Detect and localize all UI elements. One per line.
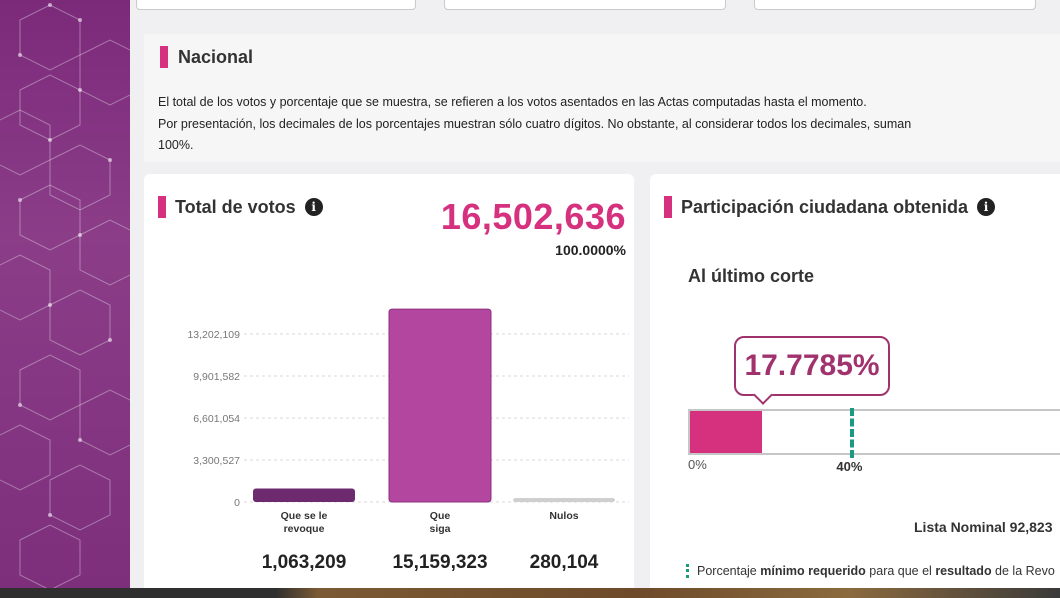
total-votos-percent: 100.0000%: [555, 242, 626, 258]
lista-nominal: Lista Nominal 92,823: [914, 519, 1053, 535]
participacion-card: Participación ciudadana obtenida i Al úl…: [650, 174, 1060, 588]
category-label: revoque: [284, 523, 325, 535]
nacional-title: Nacional: [178, 46, 254, 67]
participation-percent-bubble: 17.7785%: [734, 336, 890, 396]
category-label: siga: [429, 523, 450, 535]
y-tick-label: 13,202,109: [187, 329, 240, 341]
participacion-heading: Participación ciudadana obtenida i: [664, 196, 996, 218]
note-part-bold: resultado: [935, 564, 992, 578]
note-part: Porcentaje: [697, 564, 761, 578]
bar-zero-label: 0%: [688, 457, 707, 472]
y-tick-label: 0: [234, 497, 240, 509]
y-tick-label: 9,901,582: [193, 371, 240, 383]
votos-bar-chart: 0 3,300,527 6,601,054 9,901,582 13,202,109 Qu…: [187, 308, 629, 573]
heading-accent-bar: [158, 196, 166, 218]
category-label: Que se le: [281, 510, 328, 522]
threshold-marker: [850, 408, 855, 458]
main-content: Nacional El total de los votos y porcent…: [130, 0, 1060, 588]
filter-select-1[interactable]: [136, 0, 416, 10]
total-votos-card: Total de votos i 16,502,636 100.0000% 0 3…: [144, 174, 634, 588]
bottom-photo-edge: [0, 588, 1060, 598]
heading-accent-bar: [160, 46, 168, 68]
y-tick-label: 6,601,054: [193, 413, 240, 425]
side-decorative-pattern: [0, 0, 130, 588]
note-part: para que el: [865, 564, 936, 578]
description-line-1: El total de los votos y porcentaje que s…: [158, 95, 867, 109]
bar-value-label: 15,159,323: [392, 552, 487, 573]
nacional-section: Nacional El total de los votos y porcent…: [144, 34, 1060, 162]
y-tick-label: 3,300,527: [193, 455, 240, 467]
note-part-bold: mínimo requerido: [760, 564, 866, 578]
category-label: Nulos: [549, 510, 578, 522]
note-part: de la Revo: [991, 564, 1055, 578]
heading-accent-bar: [664, 196, 672, 218]
threshold-legend-icon: [686, 564, 689, 578]
info-icon[interactable]: i: [304, 198, 323, 216]
nacional-heading: Nacional: [160, 46, 253, 68]
bar-value-label: 280,104: [530, 552, 599, 573]
total-votos-value: 16,502,636: [440, 196, 626, 237]
threshold-label: 40%: [836, 459, 863, 474]
threshold-note: Porcentaje mínimo requerido para que el …: [686, 564, 1055, 578]
nacional-description: El total de los votos y porcentaje que s…: [158, 92, 948, 157]
total-votos-title: Total de votos: [175, 196, 296, 217]
participacion-title: Participación ciudadana obtenida: [681, 196, 969, 217]
participation-bar-fill: [690, 411, 763, 453]
description-line-2: Por presentación, los decimales de los p…: [158, 116, 912, 153]
bar-2[interactable]: [388, 308, 492, 503]
category-label: Que: [430, 510, 451, 522]
threshold-note-text: Porcentaje mínimo requerido para que el …: [697, 564, 1055, 578]
filter-select-3[interactable]: [754, 0, 1036, 10]
bar-value-label: 1,063,209: [262, 552, 347, 573]
bar-3[interactable]: [513, 498, 615, 502]
bar-1[interactable]: [253, 488, 355, 502]
hexagon-pattern: [0, 3, 130, 588]
total-votos-heading: Total de votos i: [158, 196, 323, 218]
info-icon[interactable]: i: [977, 198, 996, 216]
filter-select-2[interactable]: [444, 0, 726, 10]
ultimo-corte-label: Al último corte: [688, 266, 815, 286]
participation-bar: [688, 408, 1060, 458]
